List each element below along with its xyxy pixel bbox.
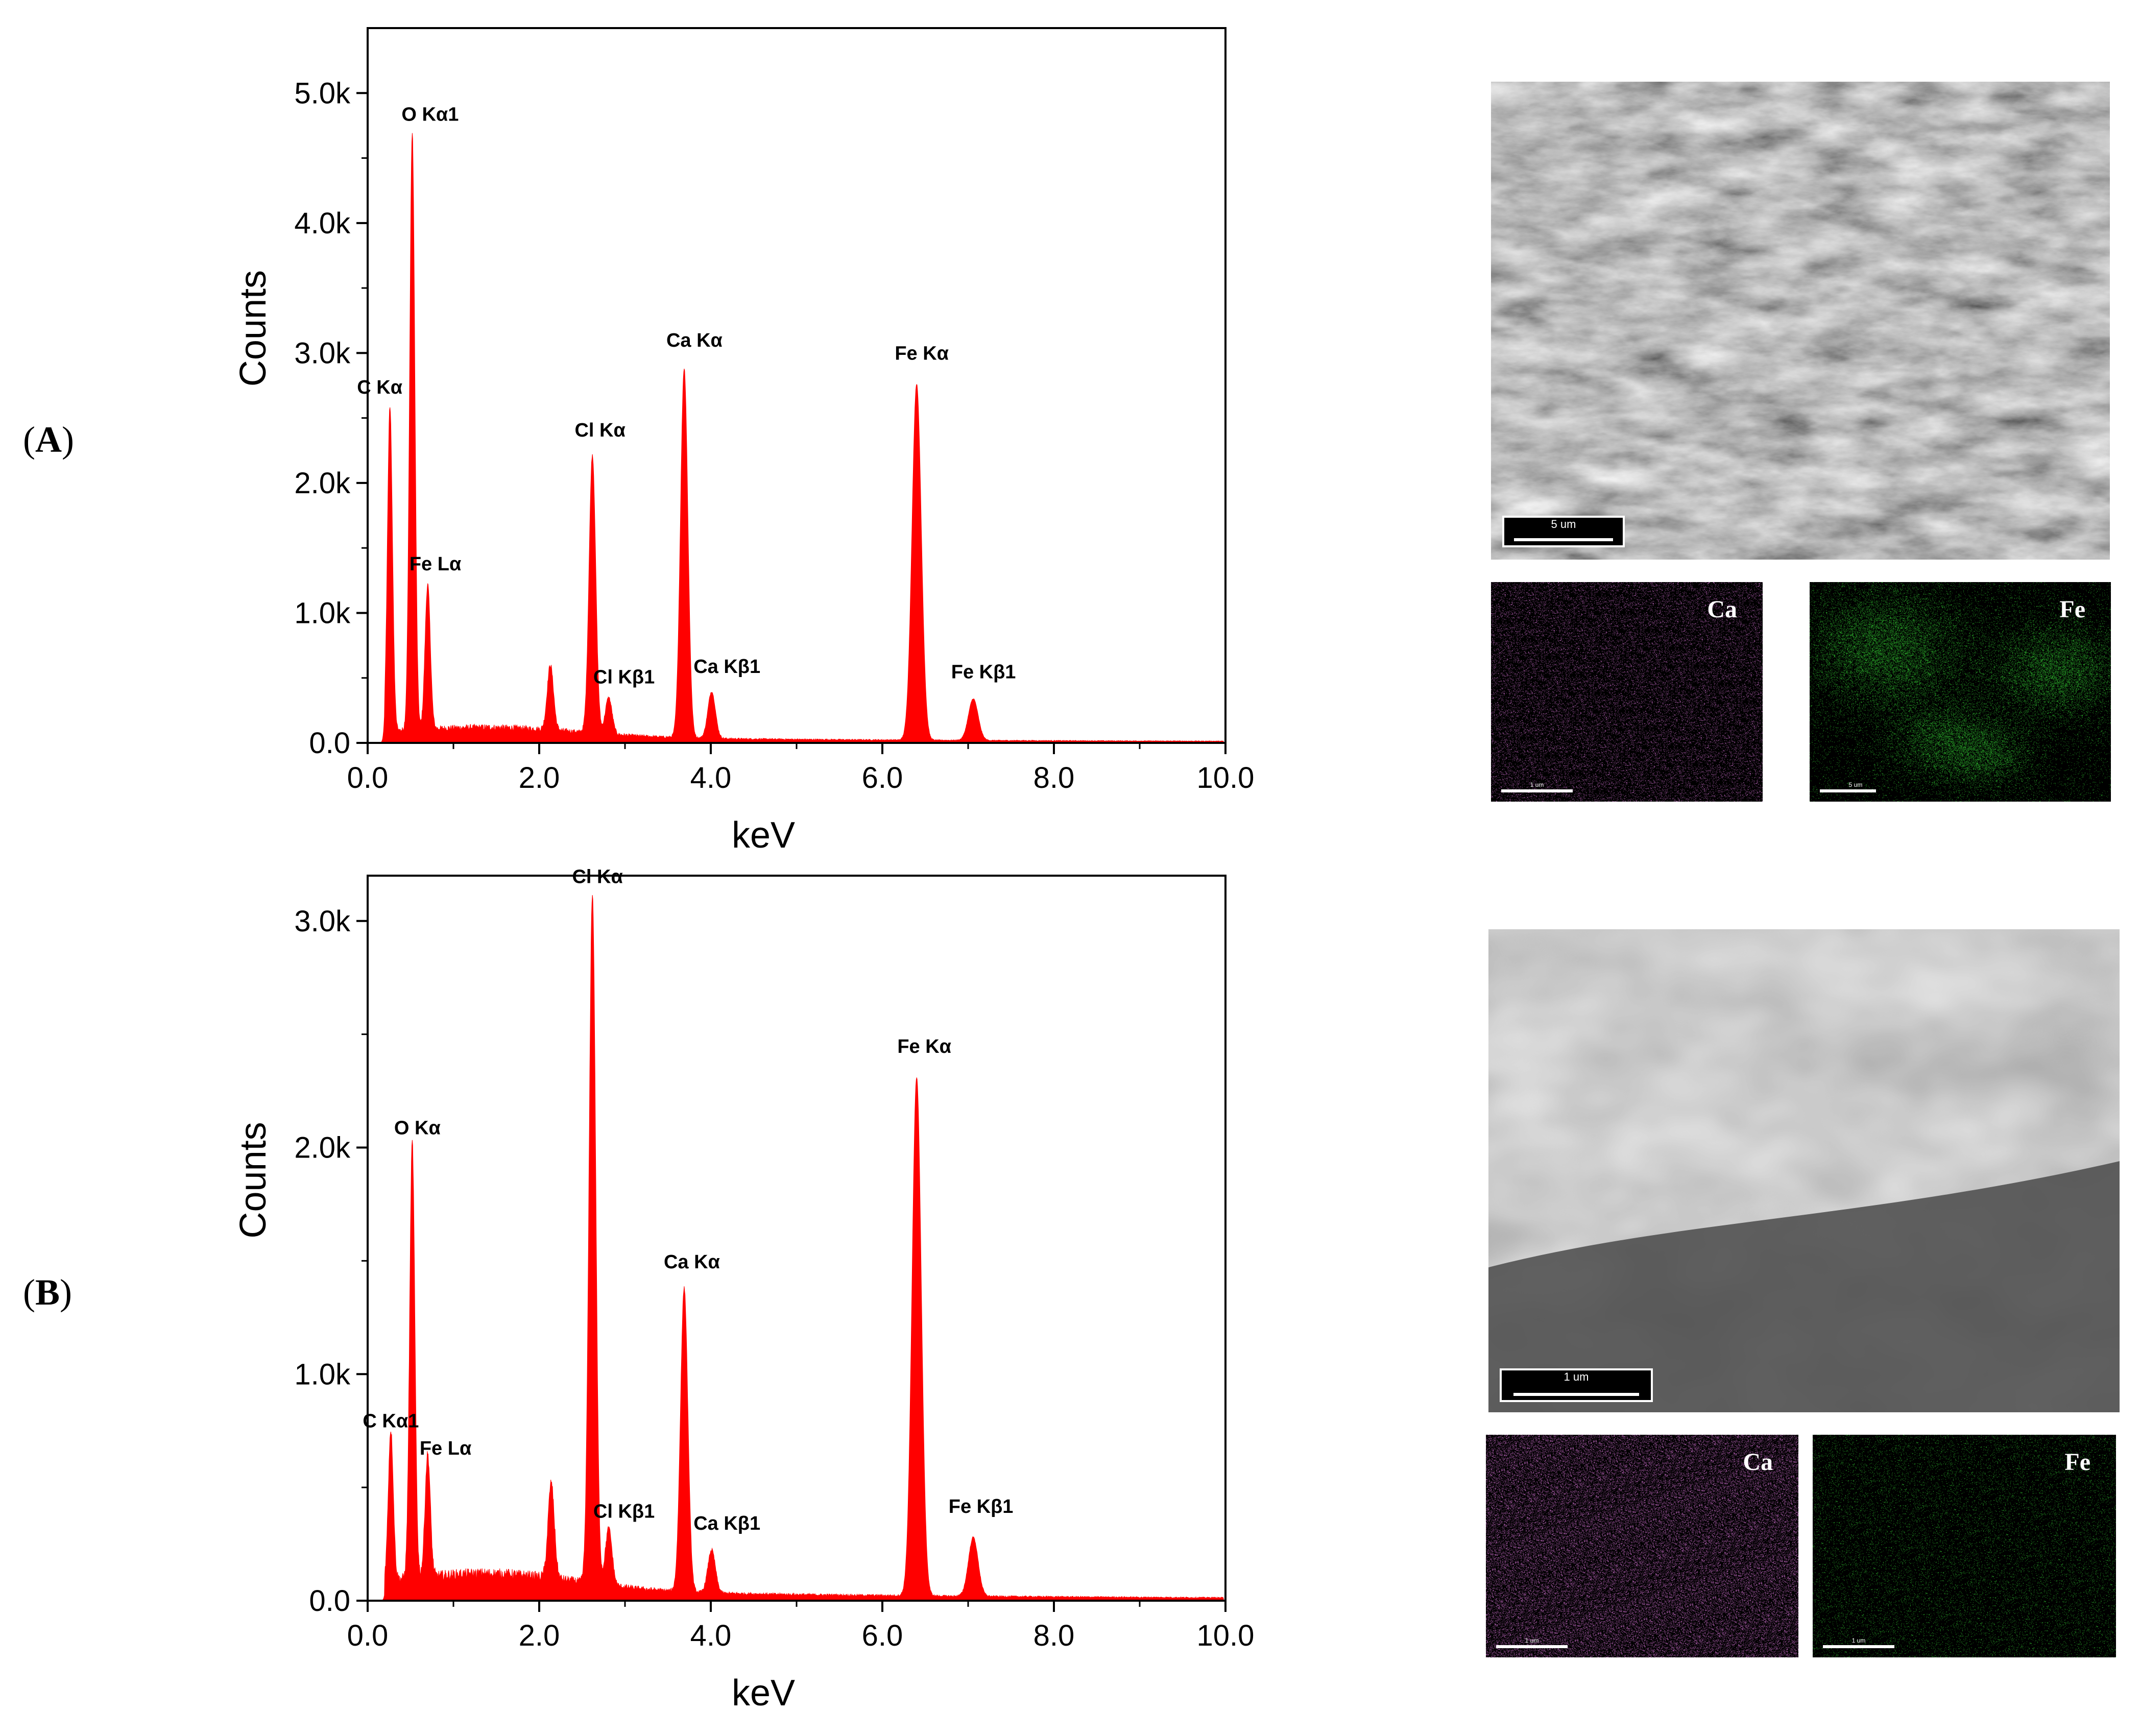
x-tick-label-B: 6.0 [862,1619,903,1652]
y-tick-label-B: 3.0k [294,905,351,938]
peak-label-B: Fe Kβ1 [949,1496,1014,1517]
sem-surface [1491,82,2110,560]
sem-dark-substrate [1488,1161,2120,1412]
y-tick-label-B: 0.0 [309,1584,350,1618]
panel-label-b: (B) [23,1272,72,1313]
sem-scale-line-a [1513,538,1614,541]
eds-map-a-ca-pixels [1491,582,1763,802]
spectrum-B: 0.0 2.0 4.0 6.0 8.0 10.0 0.0 1.0k 2.0k 3.0k keV Cou… [233,866,1254,1714]
eds-map-a-ca-scale-bar [1501,789,1573,792]
y-tick-label-A: 4.0k [294,207,351,240]
eds-map-b-ca-scale-bar [1496,1645,1568,1648]
x-tick-label-B: 0.0 [347,1619,389,1652]
peak-label-A: Fe Kα [895,343,949,364]
peak-label-B: Fe Kα [897,1036,951,1057]
eds-map-b-fe: Fe 1 um [1813,1435,2116,1657]
spectrum-area-B [378,895,1224,1601]
x-tick-label-B: 8.0 [1033,1619,1075,1652]
panel-label-a: (A) [23,419,74,460]
eds-spectra: 0.0 2.0 4.0 6.0 8.0 10.0 0.0 1.0k 2.0k 3.0k 4.0k 5.… [233,27,1255,1714]
x-tick-label-B: 4.0 [690,1619,732,1652]
peak-label-B: Cl Kα [572,866,622,887]
peak-label-A: O Kα1 [401,104,459,125]
x-tick-label-A: 10.0 [1197,761,1255,794]
eds-map-b-fe-label: Fe [2064,1449,2090,1476]
y-tick-label-B: 2.0k [294,1131,351,1165]
peak-label-A: Fe Lα [410,553,461,575]
peak-label-B: Ca Kβ1 [693,1513,760,1534]
y-tick-label-A: 5.0k [294,77,351,110]
eds-map-b-fe-scale-label: 1 um [1852,1637,1866,1644]
sem-scale-label-b: 1 um [1564,1370,1589,1383]
eds-map-a-fe-pixels [1810,582,2111,802]
x-tick-label-A: 6.0 [862,761,903,794]
x-tick-label-A: 4.0 [690,761,732,794]
plot-frame-A [367,27,1227,744]
eds-map-a-fe-label: Fe [2059,596,2085,623]
y-axis-label-B: Counts [233,1122,274,1238]
peak-label-A: Ca Kβ1 [693,656,760,678]
x-axis-label-B: keV [732,1673,795,1714]
peak-label-B: Ca Kα [664,1251,720,1273]
panel-label-b-text: B [35,1272,60,1313]
eds-map-b-fe-scale-bar [1823,1645,1894,1648]
eds-map-a-fe-scale-bar [1820,789,1876,792]
sem-scale-line-b [1513,1393,1639,1396]
spectrum-A: 0.0 2.0 4.0 6.0 8.0 10.0 0.0 1.0k 2.0k 3.0k 4.0k 5.… [233,27,1255,856]
eds-map-a-ca-scale-label: 1 um [1530,781,1544,788]
peak-label-A: Ca Kα [666,330,723,351]
y-tick-label-A: 0.0 [309,727,350,760]
x-tick-label-A: 0.0 [347,761,389,794]
x-tick-label-A: 8.0 [1033,761,1075,794]
peak-label-B: Fe Lα [420,1438,471,1459]
eds-map-a-fe: Fe 5 um [1810,582,2111,802]
y-tick-label-A: 1.0k [294,596,351,630]
sem-texture [1488,929,2120,1412]
plot-frame-B [367,875,1227,1602]
peak-label-B: Cl Kβ1 [593,1501,655,1522]
sem-scale-label-a: 5 um [1551,518,1576,531]
eds-map-a-ca: Ca 1 um [1491,582,1763,802]
x-tick-label-B: 2.0 [519,1619,560,1652]
peak-label-A: Cl Kβ1 [593,666,655,688]
x-tick-label-B: 10.0 [1197,1619,1255,1652]
sem-scale-bar-a: 5 um [1502,516,1625,547]
sem-image-a: 5 um [1491,82,2110,560]
y-tick-label-B: 1.0k [294,1358,351,1391]
eds-map-a-fe-scale-label: 5 um [1848,781,1863,788]
spectrum-area-A [378,133,1224,743]
peak-label-A: Cl Kα [574,420,625,441]
peak-label-A: C Kα [357,377,402,398]
y-tick-label-A: 2.0k [294,467,351,500]
eds-map-b-fe-pixels [1813,1435,2116,1657]
eds-map-a-ca-label: Ca [1707,596,1737,623]
eds-map-b-ca-pixels [1486,1435,1798,1657]
sem-image-b: 1 um [1488,929,2120,1412]
sem-texture [1491,82,2110,560]
panel-label-a-text: A [35,419,62,460]
peak-label-B: O Kα [394,1117,441,1139]
y-axis-label-A: Counts [233,270,274,387]
eds-map-b-ca-label: Ca [1743,1449,1773,1476]
sem-scale-bar-b: 1 um [1500,1368,1653,1402]
x-axis-label-A: keV [732,815,795,856]
y-tick-label-A: 3.0k [294,336,351,370]
peak-label-B: C Kα1 [363,1411,419,1432]
eds-map-b-ca: Ca 1 um [1486,1435,1798,1657]
peak-label-A: Fe Kβ1 [951,661,1016,683]
x-tick-label-A: 2.0 [519,761,560,794]
eds-map-b-ca-scale-label: 1 um [1525,1637,1539,1644]
